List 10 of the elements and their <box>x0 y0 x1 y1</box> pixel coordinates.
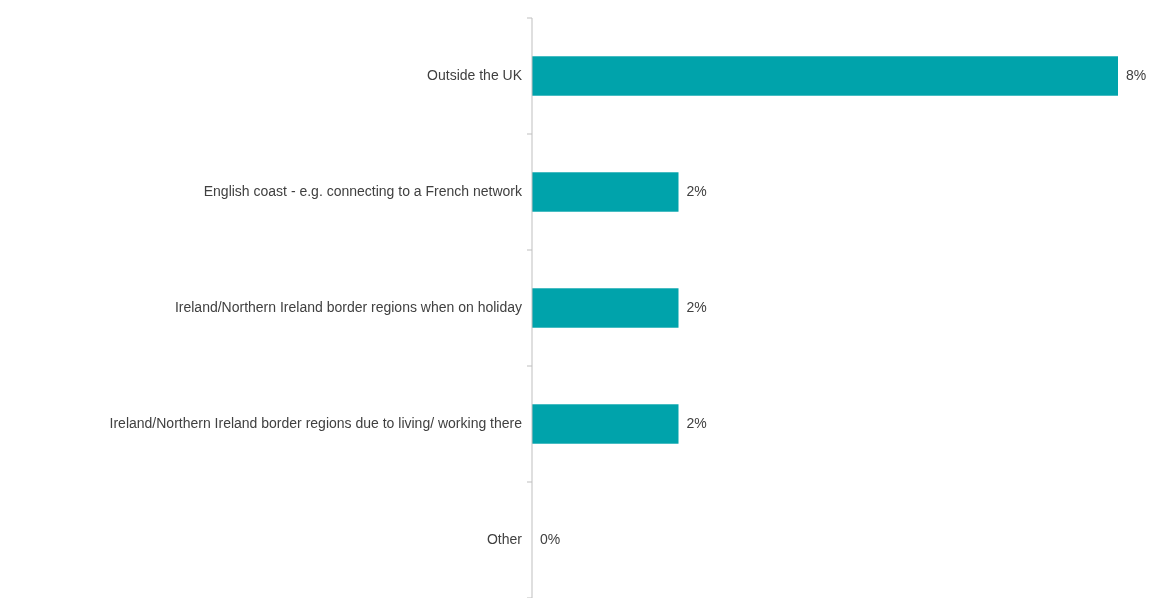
data-label: 2% <box>686 182 707 199</box>
y-tick-label: English coast - e.g. connecting to a French network <box>203 182 523 199</box>
data-label: 8% <box>1126 66 1147 83</box>
data-label: 2% <box>686 298 707 315</box>
y-tick-label: Other <box>486 530 523 547</box>
data-label: 0% <box>540 530 561 547</box>
y-tick-label: Ireland/Northern Ireland border regions due to living/ working there <box>109 414 523 431</box>
y-tick-label: Ireland/Northern Ireland border regions when on holiday <box>174 298 522 315</box>
data-label: 2% <box>686 414 707 431</box>
y-tick-label: Outside the UK <box>427 66 523 83</box>
